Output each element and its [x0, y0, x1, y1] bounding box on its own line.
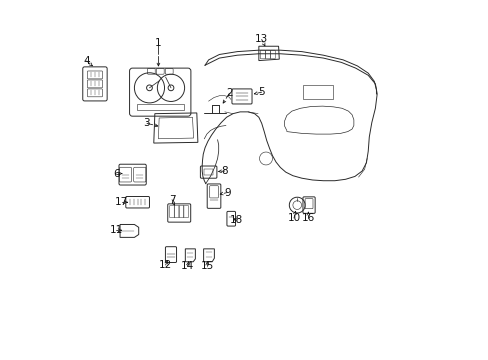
- Text: 16: 16: [301, 213, 314, 223]
- Text: 14: 14: [181, 261, 194, 271]
- Text: 10: 10: [287, 213, 300, 223]
- Text: 15: 15: [200, 261, 213, 271]
- Text: 3: 3: [143, 118, 150, 128]
- Text: 7: 7: [168, 195, 175, 205]
- Text: 4: 4: [83, 56, 90, 66]
- Text: 12: 12: [159, 260, 172, 270]
- Text: 2: 2: [225, 88, 232, 98]
- Text: 18: 18: [229, 215, 243, 225]
- Bar: [203, 169, 213, 175]
- Text: 6: 6: [113, 168, 119, 179]
- Text: 9: 9: [224, 188, 230, 198]
- Text: 5: 5: [258, 87, 264, 97]
- Bar: [302, 85, 333, 99]
- Text: 8: 8: [221, 166, 227, 176]
- Bar: [137, 104, 183, 111]
- Text: 13: 13: [255, 35, 268, 44]
- Text: 1: 1: [155, 38, 162, 48]
- Text: 11: 11: [109, 225, 122, 235]
- Text: 17: 17: [115, 197, 128, 207]
